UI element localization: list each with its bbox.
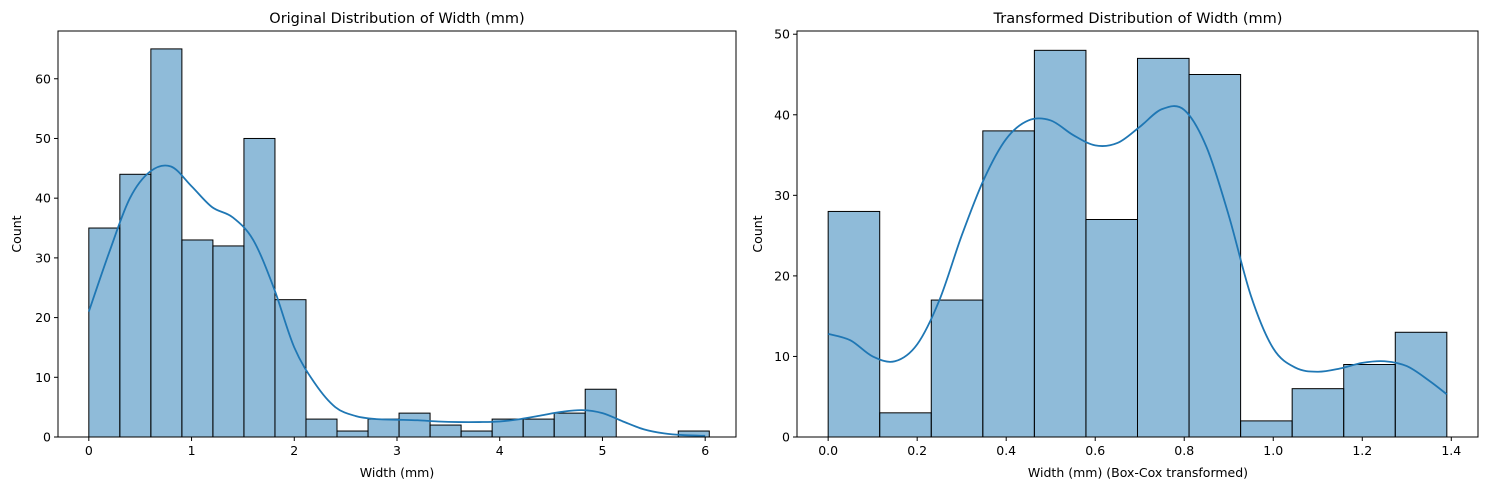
kde-line [87, 164, 706, 437]
histogram-bar [1136, 57, 1190, 438]
y-tick-label: 10 [35, 370, 51, 385]
histogram-bar [460, 430, 493, 438]
x-tick-label: 5 [598, 443, 606, 458]
chart-original: Original Distribution of Width (mm) 0 1 2 3… [9, 11, 737, 480]
y-axis-ticks: 0 10 20 30 40 50 [774, 27, 797, 445]
histogram-bar [1033, 49, 1087, 438]
histogram-bar [274, 299, 307, 438]
histogram-bar [119, 173, 152, 438]
x-tick-label: 0.6 [1085, 443, 1105, 458]
x-tick-label: 1.4 [1441, 443, 1461, 458]
kde-line [827, 105, 1448, 396]
y-tick-label: 50 [774, 27, 790, 42]
x-tick-label: 1.0 [1263, 443, 1283, 458]
histogram-bar [181, 239, 214, 438]
x-tick-label: 6 [701, 443, 709, 458]
histogram-bar [305, 418, 338, 438]
histogram-bars [827, 49, 1448, 438]
x-tick-label: 0.2 [907, 443, 927, 458]
x-tick-label: 0.8 [1174, 443, 1194, 458]
histogram-bars [88, 48, 710, 438]
x-tick-label: 0 [85, 443, 93, 458]
histogram-bar [879, 412, 932, 438]
x-tick-label: 4 [496, 443, 504, 458]
kde-curve [827, 105, 1448, 396]
histogram-bar [243, 137, 276, 438]
y-tick-label: 30 [35, 250, 51, 265]
y-tick-label: 0 [782, 430, 790, 445]
x-axis-label: Width (mm) [360, 465, 434, 480]
histogram-bar [930, 299, 984, 438]
x-tick-label: 1.2 [1352, 443, 1372, 458]
x-axis-label: Width (mm) (Box-Cox transformed) [1028, 465, 1248, 480]
y-tick-label: 40 [35, 191, 51, 206]
y-axis-label: Count [9, 215, 24, 252]
y-axis-label: Count [750, 215, 765, 252]
y-tick-label: 40 [774, 107, 790, 122]
histogram-bar [398, 412, 431, 438]
y-axis-ticks: 0 10 20 30 40 50 60 [35, 71, 58, 445]
x-tick-label: 3 [393, 443, 401, 458]
plot-frame [57, 30, 737, 438]
histogram-bar [1240, 420, 1293, 438]
y-tick-label: 0 [43, 430, 51, 445]
histogram-bar [367, 418, 400, 438]
histogram-bar [212, 245, 245, 438]
histogram-bar [982, 130, 1035, 438]
histogram-bar [1291, 388, 1345, 438]
x-axis-ticks: 0 1 2 3 4 5 6 [85, 437, 709, 458]
histogram-bar [522, 418, 555, 438]
histogram-bar [88, 227, 121, 438]
y-tick-label: 50 [35, 131, 51, 146]
y-tick-label: 20 [35, 310, 51, 325]
y-tick-label: 10 [774, 349, 790, 364]
histogram-bar [429, 424, 462, 438]
x-tick-label: 2 [290, 443, 298, 458]
plot-frame [796, 30, 1479, 438]
x-tick-label: 0.4 [996, 443, 1016, 458]
chart-transformed: Transformed Distribution of Width (mm) 0… [750, 11, 1479, 480]
kde-curve [87, 164, 706, 437]
x-tick-label: 0.0 [818, 443, 838, 458]
y-tick-label: 30 [774, 188, 790, 203]
histogram-bar [1085, 219, 1138, 438]
chart-title: Transformed Distribution of Width (mm) [993, 11, 1283, 27]
histogram-bar [553, 412, 586, 438]
histogram-bar [1188, 74, 1242, 438]
y-tick-label: 20 [774, 268, 790, 283]
histogram-bar [827, 210, 881, 438]
x-axis-ticks: 0.0 0.2 0.4 0.6 0.8 1.0 1.2 1.4 [818, 437, 1461, 458]
histogram-bar [336, 430, 369, 438]
chart-title: Original Distribution of Width (mm) [269, 11, 524, 27]
y-tick-label: 60 [35, 71, 51, 86]
histogram-bar [1394, 331, 1448, 438]
histogram-bar [1343, 364, 1396, 438]
x-tick-label: 1 [188, 443, 196, 458]
histogram-bar [150, 48, 183, 438]
